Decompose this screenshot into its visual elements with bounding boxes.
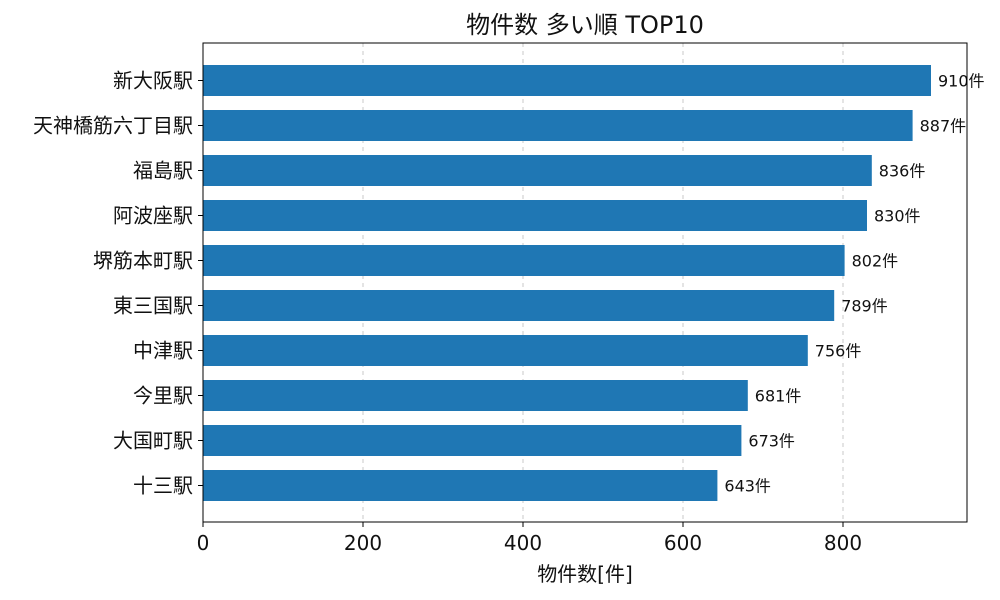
value-label-1: 887件 (920, 117, 967, 136)
value-label-7: 681件 (755, 387, 802, 406)
bar-6 (203, 335, 808, 366)
value-label-6: 756件 (815, 342, 862, 361)
bar-0 (203, 65, 931, 96)
bar-5 (203, 290, 835, 321)
y-tick-label-0: 新大阪駅 (113, 69, 193, 93)
bar-3 (203, 200, 867, 231)
y-tick-label-6: 中津駅 (133, 339, 193, 363)
y-tick-label-4: 堺筋本町駅 (93, 249, 193, 273)
x-tick-label-600: 600 (664, 531, 702, 555)
bar-7 (203, 380, 748, 411)
value-label-0: 910件 (938, 72, 985, 91)
x-tick-label-400: 400 (504, 531, 542, 555)
y-tick-label-1: 天神橋筋六丁目駅 (33, 114, 193, 138)
bar-4 (203, 245, 845, 276)
value-label-3: 830件 (874, 207, 921, 226)
bar-1 (203, 110, 913, 141)
y-tick-label-7: 今里駅 (133, 384, 193, 408)
bar-9 (203, 470, 718, 501)
bar-2 (203, 155, 872, 186)
x-tick-label-800: 800 (824, 531, 862, 555)
y-tick-label-5: 東三国駅 (113, 294, 193, 318)
value-label-5: 789件 (841, 297, 888, 316)
value-label-2: 836件 (879, 162, 926, 181)
axes-frame (202, 42, 968, 523)
y-tick-label-9: 十三駅 (133, 474, 193, 498)
value-label-9: 643件 (724, 477, 771, 496)
value-label-4: 802件 (852, 252, 899, 271)
y-tick-label-8: 大国町駅 (113, 429, 193, 453)
x-axis-label: 物件数[件] (537, 562, 633, 586)
x-tick-label-200: 200 (344, 531, 382, 555)
chart-title: 物件数 多い順 TOP10 (466, 11, 704, 39)
x-tick-label-0: 0 (197, 531, 210, 555)
bar-8 (203, 425, 742, 456)
value-label-8: 673件 (748, 432, 795, 451)
y-tick-label-3: 阿波座駅 (113, 204, 193, 228)
y-tick-label-2: 福島駅 (133, 159, 193, 183)
